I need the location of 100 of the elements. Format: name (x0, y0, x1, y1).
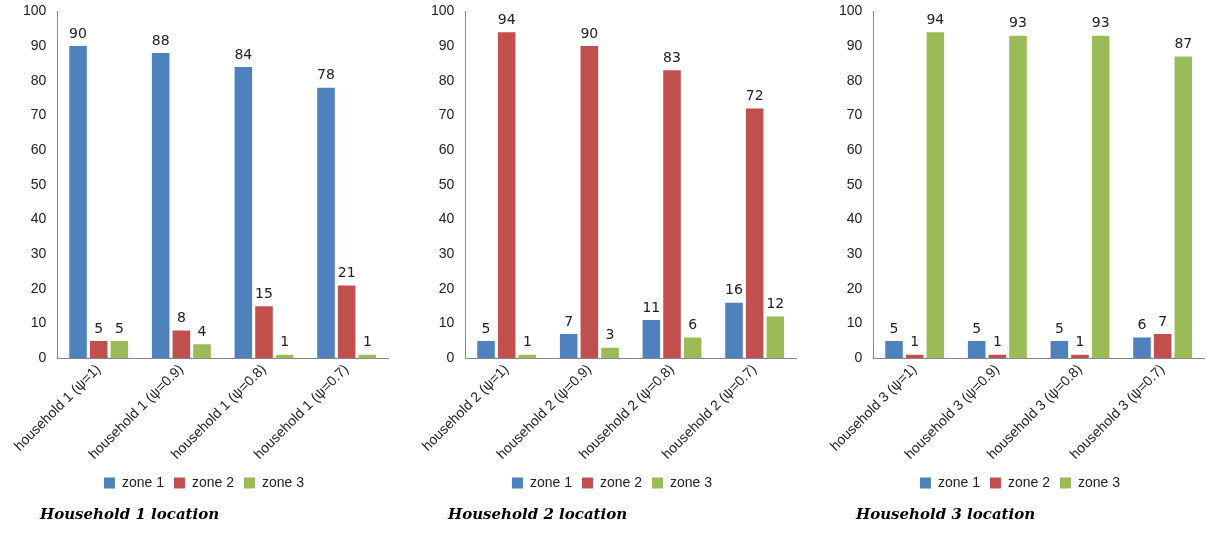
bar (1153, 333, 1172, 359)
data-label: 6 (688, 316, 698, 333)
y-tick-label: 50 (30, 175, 47, 192)
data-label: 93 (1091, 14, 1110, 31)
legend-label: zone 2 (599, 473, 643, 490)
data-label: 4 (197, 323, 207, 339)
bar (926, 32, 945, 359)
y-tick-label: 70 (846, 106, 863, 123)
data-label: 5 (972, 319, 982, 336)
y-tick-label: 50 (846, 175, 863, 192)
y-tick-label: 60 (30, 140, 47, 157)
bar (1050, 340, 1069, 359)
data-label: 6 (1137, 316, 1147, 333)
bar (1009, 35, 1027, 359)
y-tick-label: 20 (30, 279, 47, 296)
data-label: 88 (151, 31, 170, 48)
y-tick-label: 80 (438, 71, 455, 88)
bar (967, 340, 986, 359)
bar (477, 340, 495, 359)
y-tick-label: 40 (438, 210, 455, 227)
bar (766, 316, 785, 359)
y-tick-label: 0 (446, 349, 455, 366)
bar (725, 302, 743, 359)
data-label: 90 (580, 24, 599, 41)
legend-label: zone 2 (191, 473, 235, 490)
data-label: 1 (1075, 333, 1085, 350)
legend-label: zone 3 (670, 473, 713, 490)
y-tick-label: 40 (30, 210, 47, 227)
bar (663, 70, 681, 359)
y-tick-label: 0 (38, 349, 47, 366)
data-label: 21 (337, 264, 356, 281)
y-tick-label: 70 (438, 106, 455, 123)
bar (885, 340, 903, 359)
data-label: 5 (94, 319, 104, 336)
bar (234, 66, 253, 359)
y-tick-label: 20 (846, 279, 863, 296)
legend-label: zone 1 (937, 473, 981, 490)
text: Household 3 location (856, 505, 1036, 523)
y-tick-label: 100 (431, 2, 455, 19)
y-tick-label: 90 (30, 36, 47, 53)
data-label: 1 (280, 333, 290, 350)
y-tick-label: 20 (438, 279, 455, 296)
data-label: 83 (663, 49, 681, 65)
data-label: 12 (766, 295, 785, 312)
y-tick-label: 100 (23, 2, 47, 19)
bar (601, 347, 619, 359)
bar (559, 333, 578, 359)
data-label: 11 (642, 298, 661, 315)
y-tick-label: 0 (854, 349, 863, 366)
data-label: 5 (481, 319, 491, 336)
bar (1133, 337, 1151, 359)
data-label: 1 (362, 333, 372, 350)
bar (110, 340, 129, 359)
y-tick-label: 70 (30, 106, 47, 123)
y-tick-label: 90 (438, 36, 455, 53)
data-label: 15 (255, 284, 273, 301)
data-label: 84 (234, 45, 253, 62)
data-label: 1 (910, 333, 920, 350)
y-tick-label: 30 (438, 245, 455, 262)
data-label: 87 (1174, 35, 1193, 52)
legend-label: zone 1 (529, 473, 573, 490)
data-label: 5 (114, 319, 124, 336)
y-tick-label: 30 (846, 245, 863, 262)
bar (1091, 35, 1110, 359)
data-label: 16 (725, 281, 743, 298)
bar (255, 306, 273, 359)
text: Household 1 location (40, 505, 220, 523)
bar (193, 344, 211, 359)
data-label: 7 (564, 312, 574, 329)
bar (745, 108, 764, 359)
y-tick-label: 10 (438, 314, 455, 331)
data-label: 7 (1158, 312, 1168, 329)
y-tick-label: 80 (846, 71, 863, 88)
y-tick-label: 60 (438, 140, 455, 157)
y-tick-label: 30 (30, 245, 47, 262)
y-tick-label: 10 (846, 314, 863, 331)
data-label: 8 (176, 309, 186, 326)
bar (317, 87, 335, 359)
bar (151, 53, 170, 359)
y-tick-label: 100 (839, 2, 863, 19)
y-tick-label: 40 (846, 210, 863, 227)
y-tick-label: 90 (846, 36, 863, 53)
bar (642, 320, 661, 359)
bar (683, 337, 702, 359)
bar (89, 340, 108, 359)
legend-label: zone 3 (1078, 473, 1121, 490)
legend-label: zone 3 (262, 473, 305, 490)
legend-label: zone 2 (1007, 473, 1051, 490)
bar (337, 285, 356, 359)
data-label: 72 (745, 87, 764, 104)
bar (497, 32, 516, 359)
y-tick-label: 50 (438, 175, 455, 192)
bar (1174, 56, 1193, 359)
bar (69, 46, 87, 359)
data-label: 78 (317, 66, 335, 83)
legend-label: zone 1 (121, 473, 165, 490)
data-label: 1 (992, 333, 1002, 350)
data-label: 94 (926, 10, 945, 27)
text: Household 2 location (448, 505, 628, 523)
y-tick-label: 10 (30, 314, 47, 331)
